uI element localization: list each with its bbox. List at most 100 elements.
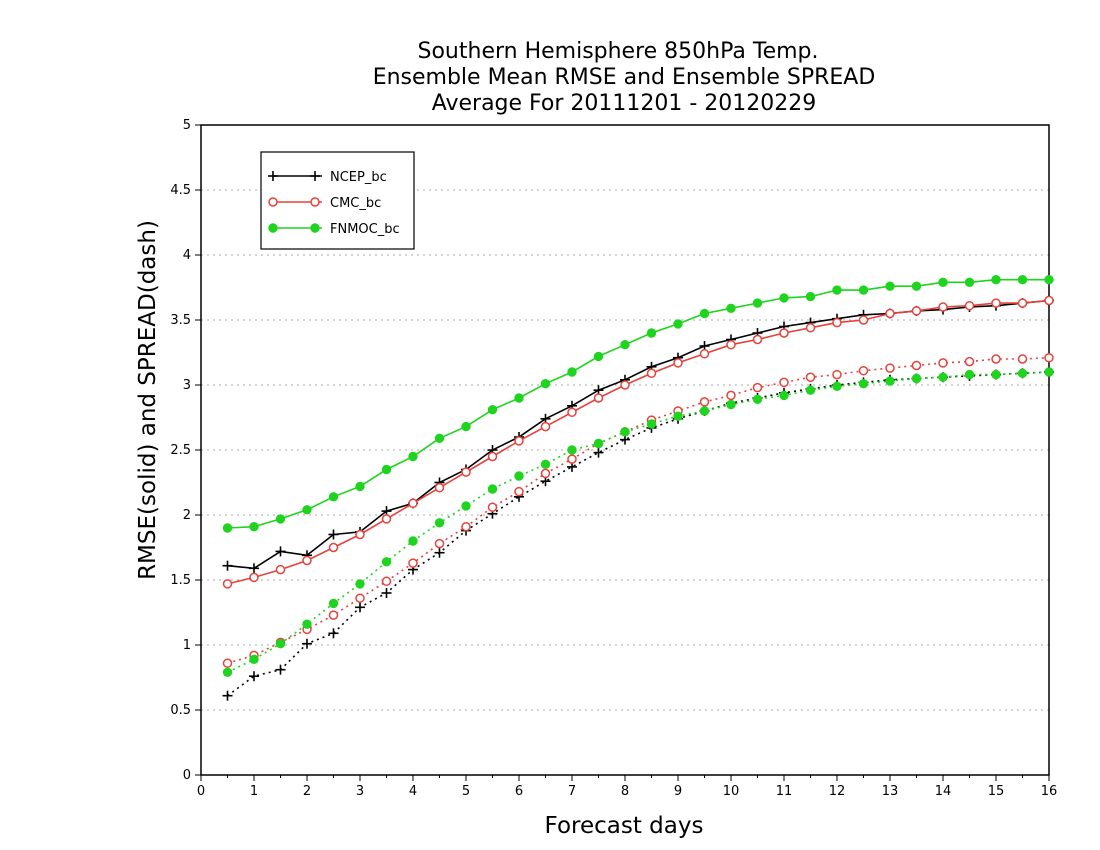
x-tick-label: 9 (674, 784, 682, 799)
data-point-CMC_bc-rmse (408, 498, 418, 509)
data-point-CMC_bc-rmse (514, 436, 524, 446)
legend-item-CMC_bc: CMC_bc (268, 196, 381, 211)
data-point-CMC_bc-rmse (832, 317, 842, 328)
data-point-NCEP_bc-rmse (222, 560, 233, 571)
data-point-FNMOC_bc-rmse (1044, 275, 1054, 285)
data-point-FNMOC_bc-spread (540, 459, 551, 469)
legend: NCEP_bc CMC_bc FNMOC_bc (260, 151, 415, 250)
x-tick-label: 1 (250, 784, 258, 799)
data-point-FNMOC_bc-rmse (779, 293, 789, 303)
data-point-CMC_bc-rmse (991, 298, 1001, 308)
data-point-CMC_bc-spread (408, 558, 418, 568)
data-point-NCEP_bc-spread (222, 690, 233, 701)
x-tick-label: 12 (829, 784, 846, 799)
data-point-FNMOC_bc-spread (964, 369, 975, 380)
data-point-CMC_bc-spread (885, 363, 895, 373)
data-point-CMC_bc-spread (328, 610, 339, 620)
series-NCEP_bc-rmse (222, 295, 1054, 574)
data-point-FNMOC_bc-spread (779, 390, 789, 401)
data-point-FNMOC_bc-spread (355, 579, 365, 589)
y-tick-label: 1 (183, 638, 191, 653)
data-point-NCEP_bc-rmse (275, 546, 286, 557)
data-point-FNMOC_bc-rmse (593, 351, 604, 362)
x-tick-label: 13 (882, 784, 899, 799)
data-point-FNMOC_bc-spread (1044, 367, 1054, 377)
data-point-CMC_bc-rmse (964, 300, 975, 311)
legend-marker (310, 223, 320, 233)
x-tick-label: 0 (197, 784, 205, 799)
legend-box (260, 151, 415, 250)
data-point-FNMOC_bc-rmse (302, 505, 312, 515)
data-point-CMC_bc-spread (911, 360, 922, 371)
data-point-FNMOC_bc-rmse (355, 481, 365, 492)
chart-title: Southern Hemisphere 850hPa Temp. Ensembl… (373, 39, 876, 116)
x-tick-label: 4 (409, 784, 417, 799)
data-point-FNMOC_bc-rmse (991, 275, 1001, 285)
x-tick-label: 14 (935, 784, 952, 799)
y-tick-label: 0.5 (170, 703, 191, 718)
x-tick-label: 8 (621, 784, 629, 799)
data-point-CMC_bc-rmse (885, 308, 895, 319)
y-tick-label: 4 (183, 248, 191, 263)
data-point-FNMOC_bc-rmse (1017, 275, 1028, 285)
data-point-CMC_bc-spread (355, 593, 365, 603)
data-point-FNMOC_bc-spread (328, 598, 339, 609)
data-point-FNMOC_bc-spread (858, 379, 869, 389)
y-tick-label: 3.5 (170, 313, 191, 328)
data-point-NCEP_bc-spread (328, 628, 339, 639)
data-point-FNMOC_bc-rmse (461, 421, 471, 432)
series-FNMOC_bc-spread (222, 367, 1054, 677)
x-tick-label: 3 (356, 784, 364, 799)
data-point-FNMOC_bc-rmse (673, 319, 683, 329)
data-point-FNMOC_bc-rmse (699, 308, 710, 319)
data-point-CMC_bc-rmse (779, 328, 789, 338)
legend-label: NCEP_bc (330, 170, 387, 185)
data-point-FNMOC_bc-spread (673, 411, 683, 421)
data-point-CMC_bc-spread (1017, 354, 1028, 364)
data-point-CMC_bc-rmse (355, 529, 365, 540)
data-point-CMC_bc-rmse (805, 323, 816, 333)
data-point-FNMOC_bc-rmse (885, 281, 895, 291)
x-tick-label: 15 (988, 784, 1005, 799)
data-point-CMC_bc-rmse (620, 380, 630, 390)
chart-title-line-3: Average For 20111201 - 20120229 (432, 91, 817, 116)
series-line-CMC_bc-rmse (227, 299, 1050, 585)
series-layer (222, 275, 1054, 701)
data-point-FNMOC_bc-spread (911, 373, 922, 384)
y-tick-label: 5 (183, 118, 191, 133)
data-point-FNMOC_bc-rmse (328, 492, 339, 502)
data-point-NCEP_bc-spread (249, 671, 259, 682)
legend-label: FNMOC_bc (330, 222, 400, 237)
data-point-FNMOC_bc-spread (646, 419, 657, 429)
data-point-CMC_bc-rmse (222, 579, 233, 589)
data-point-FNMOC_bc-spread (302, 619, 312, 629)
data-point-CMC_bc-spread (779, 377, 789, 388)
data-point-FNMOC_bc-spread (726, 399, 736, 410)
data-point-FNMOC_bc-rmse (726, 303, 736, 313)
data-point-FNMOC_bc-spread (434, 518, 445, 528)
data-point-CMC_bc-spread (222, 658, 233, 668)
chart-title-line-1: Southern Hemisphere 850hPa Temp. (418, 39, 819, 64)
data-point-FNMOC_bc-rmse (540, 379, 551, 389)
data-point-CMC_bc-rmse (673, 358, 683, 368)
legend-marker (268, 197, 278, 207)
data-point-CMC_bc-spread (514, 486, 524, 497)
data-point-FNMOC_bc-rmse (434, 433, 445, 443)
data-point-CMC_bc-rmse (381, 514, 392, 524)
data-point-FNMOC_bc-rmse (408, 451, 418, 462)
data-point-CMC_bc-rmse (699, 349, 710, 359)
data-point-FNMOC_bc-rmse (514, 393, 524, 403)
data-point-CMC_bc-rmse (1017, 298, 1028, 308)
data-point-CMC_bc-rmse (593, 393, 604, 403)
data-point-CMC_bc-spread (858, 365, 869, 376)
data-point-CMC_bc-spread (726, 390, 736, 401)
data-point-FNMOC_bc-rmse (832, 285, 842, 295)
data-point-FNMOC_bc-spread (938, 372, 948, 382)
data-point-CMC_bc-spread (540, 468, 551, 479)
data-point-NCEP_bc-spread (434, 547, 445, 558)
y-tick-label: 1.5 (170, 573, 191, 588)
data-point-CMC_bc-spread (461, 521, 471, 532)
legend-label: CMC_bc (330, 196, 381, 211)
y-tick-label: 2 (183, 508, 191, 523)
